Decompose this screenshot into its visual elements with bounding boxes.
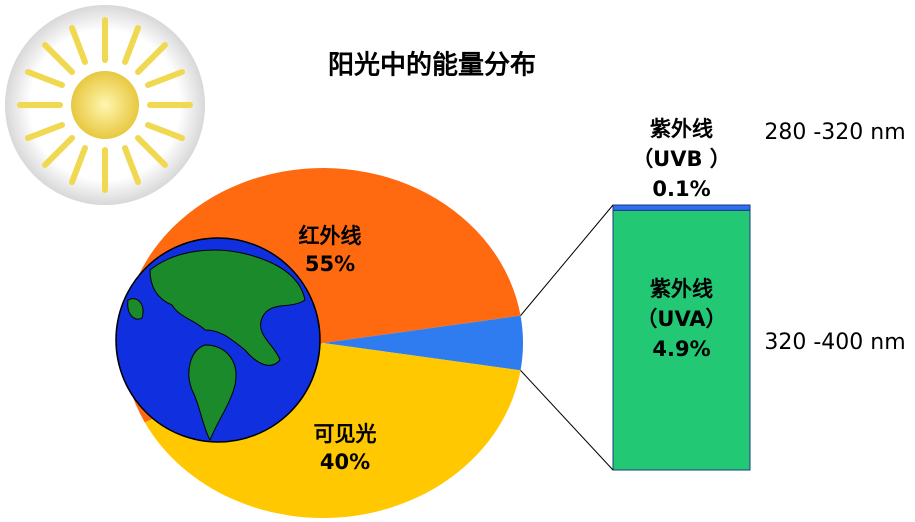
pie-slice bbox=[323, 315, 523, 371]
slice-label: 可见光 bbox=[314, 422, 377, 446]
sun-icon bbox=[5, 5, 205, 205]
bar-value-label: 0.1% bbox=[652, 177, 710, 201]
bar-value-label: 4.9% bbox=[652, 337, 710, 361]
connector-line bbox=[520, 204, 614, 316]
bar-label: 紫外线 bbox=[650, 277, 713, 301]
range-label: 280 -320 nm bbox=[764, 120, 905, 145]
bar-code-label: （UVB ） bbox=[632, 147, 731, 171]
slice-value-label: 55% bbox=[305, 252, 355, 276]
bar-of-pie: 紫外线 （UVB ） 0.1% 280 -320 nm 紫外线 （UVA） 4.9% 320 … bbox=[520, 117, 906, 471]
bar-segment bbox=[612, 204, 751, 211]
slice-label: 红外线 bbox=[299, 224, 362, 248]
bar-code-label: （UVA） bbox=[636, 307, 726, 331]
range-label: 320 -400 nm bbox=[764, 330, 905, 355]
bar-segment bbox=[612, 209, 751, 471]
connector-line bbox=[520, 370, 614, 471]
bar-label: 紫外线 bbox=[650, 117, 713, 141]
earth-icon bbox=[115, 237, 321, 443]
slice-value-label: 40% bbox=[320, 450, 370, 474]
chart-title: 阳光中的能量分布 bbox=[328, 50, 536, 81]
